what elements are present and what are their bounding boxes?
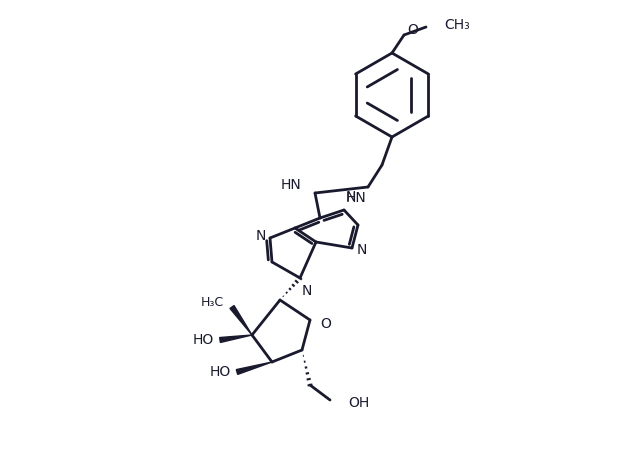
Text: N: N — [302, 284, 312, 298]
Text: N: N — [255, 229, 266, 243]
Text: CH₃: CH₃ — [444, 18, 470, 32]
Text: HO: HO — [210, 365, 231, 379]
Text: HO: HO — [193, 333, 214, 347]
Polygon shape — [236, 362, 272, 375]
Text: O: O — [320, 317, 331, 331]
Text: N: N — [357, 243, 367, 257]
Text: OH: OH — [348, 396, 369, 410]
Text: N: N — [346, 190, 356, 204]
Polygon shape — [230, 306, 252, 335]
Text: H₃C: H₃C — [201, 297, 224, 310]
Polygon shape — [220, 335, 252, 343]
Text: HN: HN — [280, 178, 301, 192]
Text: O: O — [407, 23, 418, 37]
Text: HN: HN — [345, 191, 366, 205]
